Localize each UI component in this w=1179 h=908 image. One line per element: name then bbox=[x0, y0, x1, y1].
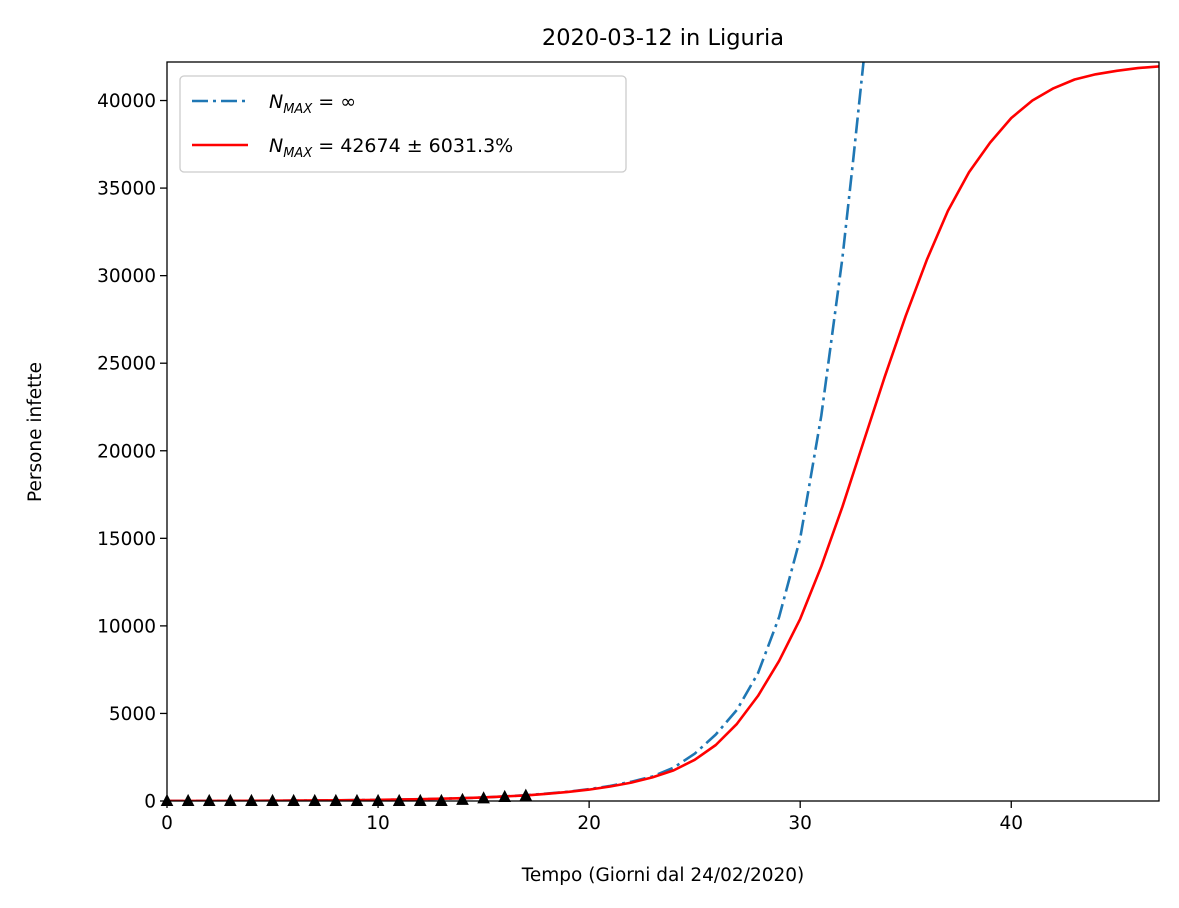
observation-point bbox=[519, 788, 533, 801]
observation-point bbox=[308, 793, 322, 806]
observation-point bbox=[435, 793, 448, 806]
legend-label-base: N bbox=[269, 135, 283, 157]
x-axis: 0 10 20 30 40 bbox=[161, 801, 1023, 834]
series-line-1 bbox=[167, 62, 865, 801]
legend: NMAX = ∞NMAX = 42674 ± 6031.3% bbox=[179, 75, 627, 173]
legend-label-sub: MAX bbox=[283, 102, 313, 117]
legend-label-sub: MAX bbox=[283, 146, 313, 161]
y-tick-label: 15000 bbox=[97, 529, 156, 550]
x-tick-label: 20 bbox=[577, 813, 601, 834]
plot-area bbox=[167, 62, 1159, 801]
observation-point bbox=[223, 793, 237, 806]
chart-title: 2020-03-12 in Liguria bbox=[542, 25, 784, 51]
legend-label-2: NMAX = 42674 ± 6031.3% bbox=[269, 135, 513, 161]
legend-label-1: NMAX = ∞ bbox=[269, 91, 356, 117]
y-axis-label: Persone infette bbox=[25, 362, 46, 502]
observation-point bbox=[413, 793, 427, 806]
x-tick-label: 40 bbox=[999, 813, 1023, 834]
observation-point bbox=[266, 793, 279, 806]
y-tick-label: 40000 bbox=[97, 91, 156, 112]
legend-label-rest: = 42674 ± 6031.3% bbox=[312, 135, 513, 157]
legend-label-base: N bbox=[269, 91, 283, 113]
observation-point bbox=[287, 793, 300, 806]
y-tick-label: 25000 bbox=[97, 354, 156, 375]
observation-point bbox=[477, 791, 490, 804]
observation-point bbox=[202, 793, 216, 806]
plot-frame bbox=[166, 61, 1160, 802]
observation-point bbox=[350, 793, 364, 806]
observation-point bbox=[245, 793, 258, 806]
y-axis: 0 5000 10000 15000 20000 25000 30000 35000 40000 bbox=[97, 91, 167, 813]
legend-box bbox=[179, 75, 627, 173]
x-tick-label: 10 bbox=[366, 813, 390, 834]
observation-point bbox=[392, 793, 406, 806]
series-line-2 bbox=[167, 65, 1159, 801]
x-axis-label: Tempo (Giorni dal 24/02/2020) bbox=[521, 865, 805, 886]
y-tick-label: 30000 bbox=[97, 266, 156, 287]
observation-point bbox=[181, 793, 195, 806]
y-tick-label: 5000 bbox=[109, 704, 156, 725]
y-tick-label: 10000 bbox=[97, 616, 156, 637]
x-tick-label: 30 bbox=[788, 813, 812, 834]
legend-label-rest: = ∞ bbox=[312, 91, 356, 113]
y-tick-label: 35000 bbox=[97, 179, 156, 200]
y-tick-label: 20000 bbox=[97, 441, 156, 462]
observation-point bbox=[456, 792, 469, 805]
observation-point bbox=[329, 793, 343, 806]
y-tick-label: 0 bbox=[144, 792, 156, 813]
x-tick-label: 0 bbox=[161, 813, 173, 834]
